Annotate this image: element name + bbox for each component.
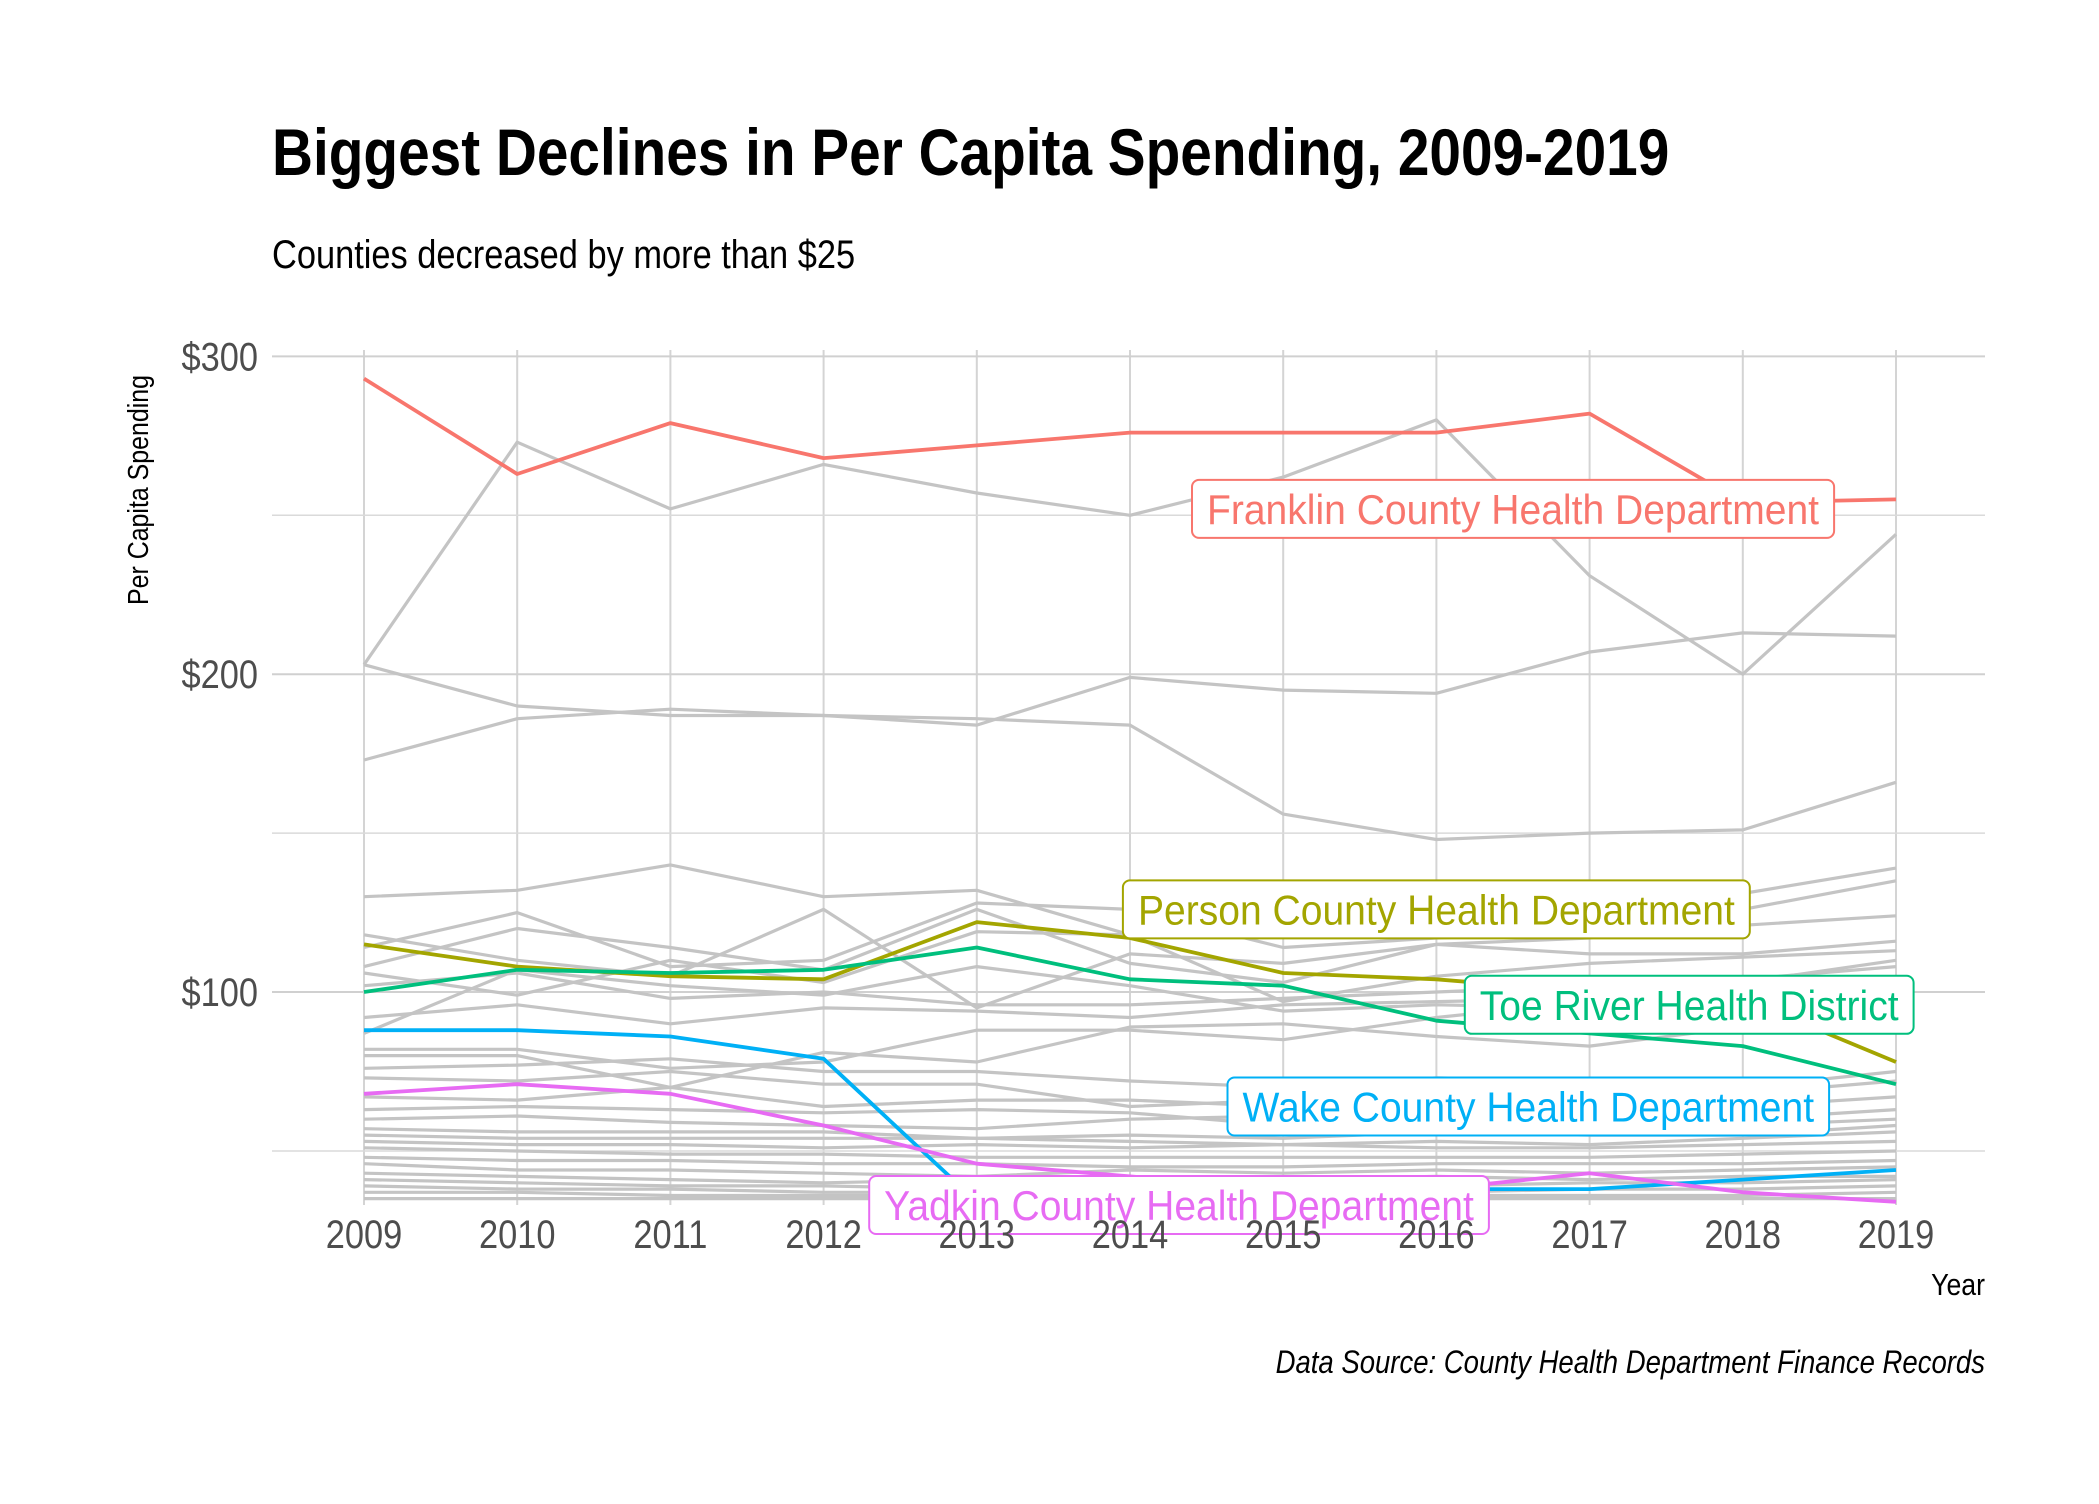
- x-tick-label: 2013: [939, 1212, 1016, 1257]
- series-line-0: [362, 376, 1897, 505]
- background-series-line: [364, 1019, 1897, 1089]
- series-label-text: Person County Health Department: [1138, 886, 1735, 934]
- series-label: Wake County Health Department: [1226, 1076, 1831, 1137]
- series-label-text: Yadkin County Health Department: [884, 1182, 1474, 1230]
- series-label-box: [1121, 879, 1751, 940]
- series-line-2: [363, 945, 1897, 1087]
- series-label: Person County Health Department: [1121, 879, 1751, 940]
- x-tick-label: 2018: [1705, 1212, 1782, 1257]
- x-tick-label: 2009: [326, 1212, 403, 1257]
- x-tick-label: 2016: [1398, 1212, 1475, 1257]
- background-series-line: [363, 1146, 1897, 1159]
- series-label-text: Toe River Health District: [1480, 981, 1899, 1029]
- series-label-box: [1191, 478, 1836, 539]
- x-tick-label: 2014: [1092, 1212, 1169, 1257]
- background-series-line: [363, 1155, 1897, 1169]
- x-tick-label: 2012: [785, 1212, 862, 1257]
- y-tick-label: $200: [181, 652, 258, 697]
- x-tick-label: 2017: [1551, 1212, 1628, 1257]
- x-tick-label: 2019: [1858, 1212, 1935, 1257]
- series-label-text: Franklin County Health Department: [1207, 486, 1819, 534]
- chart-caption: Data Source: County Health Department Fi…: [1276, 1345, 1985, 1380]
- x-tick-label: 2015: [1245, 1212, 1322, 1257]
- chart-subtitle: Counties decreased by more than $25: [272, 232, 855, 277]
- series-label: Yadkin County Health Department: [868, 1175, 1490, 1235]
- series-label-text: Wake County Health Department: [1243, 1083, 1815, 1131]
- series-label-box: [1463, 974, 1915, 1035]
- series-label: Toe River Health District: [1463, 974, 1915, 1035]
- x-axis-title: Year: [1931, 1268, 1985, 1302]
- background-series-line: [363, 631, 1897, 762]
- x-tick-label: 2010: [479, 1212, 556, 1257]
- y-tick-label: $100: [181, 970, 258, 1015]
- y-tick-label: $300: [181, 334, 258, 379]
- axis-layer: $100 $200 $300 2009 2010 2011 2012 2013 2014 2015…: [181, 334, 1934, 1257]
- background-series-line: [362, 418, 1898, 676]
- background-series-line: [363, 907, 1897, 985]
- background-series-line: [363, 1162, 1897, 1178]
- y-axis-title: Per Capita Spending: [122, 375, 154, 605]
- series-label-box: [868, 1175, 1490, 1235]
- background-series-line: [363, 1130, 1897, 1147]
- chart-title: Biggest Declines in Per Capita Spending,…: [272, 116, 1669, 190]
- x-tick-label: 2011: [633, 1212, 707, 1257]
- series-label-layer: Franklin County Health Department Person …: [868, 478, 1915, 1235]
- series-label: Franklin County Health Department: [1191, 478, 1836, 539]
- series-label-box: [1226, 1076, 1831, 1137]
- background-series-line: [363, 1139, 1897, 1150]
